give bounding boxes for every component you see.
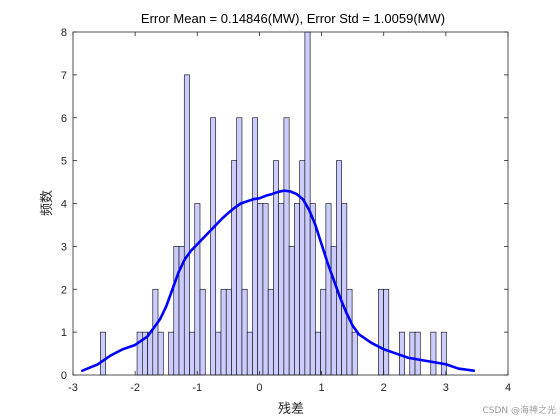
histogram-bar — [288, 246, 295, 376]
histogram-bar — [173, 246, 180, 376]
x-tick-label: -2 — [130, 382, 140, 394]
histogram-bar — [283, 117, 290, 376]
histogram-bar — [236, 117, 243, 376]
x-tick-label: 3 — [443, 382, 449, 394]
histogram-bar — [430, 331, 437, 376]
histogram-bar — [220, 288, 227, 376]
histogram-bar — [157, 331, 164, 376]
y-tick-label: 6 — [61, 113, 67, 125]
histogram-bar — [241, 288, 248, 376]
histogram-bar — [409, 331, 416, 376]
histogram-bar — [252, 117, 258, 376]
histogram-bar — [414, 331, 421, 376]
histogram-bar — [440, 331, 447, 376]
histogram-bar — [299, 160, 306, 376]
histogram-bar — [309, 203, 316, 376]
histogram-bar — [351, 331, 358, 376]
histogram-bar — [378, 288, 384, 376]
x-tick-label: 4 — [505, 382, 511, 394]
histogram-bar — [315, 331, 321, 376]
density-curve — [81, 189, 476, 373]
histogram-bar — [320, 288, 327, 376]
y-tick-label: 0 — [61, 370, 67, 382]
histogram-bar — [325, 203, 332, 376]
y-tick-label: 3 — [61, 241, 67, 253]
watermark: CSDN @海神之光 — [482, 404, 556, 416]
y-axis: 0 1 2 3 4 5 6 7 8 — [61, 27, 508, 382]
y-axis-label: 频数 — [40, 190, 55, 216]
x-tick-label: 1 — [319, 382, 325, 394]
y-tick-label: 1 — [61, 327, 67, 339]
histogram-bar — [189, 331, 196, 376]
y-tick-label: 5 — [61, 156, 67, 168]
histogram-bar — [152, 288, 159, 376]
histogram-bar — [278, 203, 285, 376]
x-axis: -3 -2 -1 0 1 2 3 4 — [68, 32, 511, 394]
x-tick-label: 0 — [256, 382, 262, 394]
histogram-bar — [294, 203, 300, 376]
x-tick-label: -3 — [68, 382, 78, 394]
histogram-bar — [210, 117, 217, 376]
histogram-bar — [262, 203, 269, 376]
histogram-bar — [246, 331, 253, 376]
y-tick-label: 2 — [61, 284, 67, 296]
histogram-bar — [215, 331, 222, 376]
chart-title: Error Mean = 0.14846(MW), Error Std = 1.… — [141, 11, 445, 26]
y-tick-label: 8 — [61, 27, 67, 39]
histogram-bar — [231, 160, 238, 376]
histogram-bar — [147, 331, 154, 376]
histogram-bar — [330, 246, 337, 376]
histogram-bar — [336, 160, 342, 376]
histogram-bar — [267, 288, 274, 376]
histogram-bar — [168, 331, 175, 376]
histogram-bar — [346, 288, 353, 376]
histogram-bar — [199, 288, 206, 376]
histogram-bar — [194, 203, 201, 376]
histogram-bar — [136, 331, 143, 376]
histogram-bar — [225, 288, 232, 376]
histogram-bar — [183, 74, 190, 376]
histogram-bar — [341, 203, 348, 376]
histogram-bar — [257, 203, 264, 376]
x-tick-label: -1 — [192, 382, 202, 394]
histogram-bar — [383, 288, 390, 376]
histogram-bar — [100, 331, 106, 376]
x-axis-label: 残差 — [278, 402, 304, 417]
x-tick-label: 2 — [381, 382, 387, 394]
y-tick-label: 4 — [61, 199, 67, 211]
y-tick-label: 7 — [61, 70, 67, 82]
